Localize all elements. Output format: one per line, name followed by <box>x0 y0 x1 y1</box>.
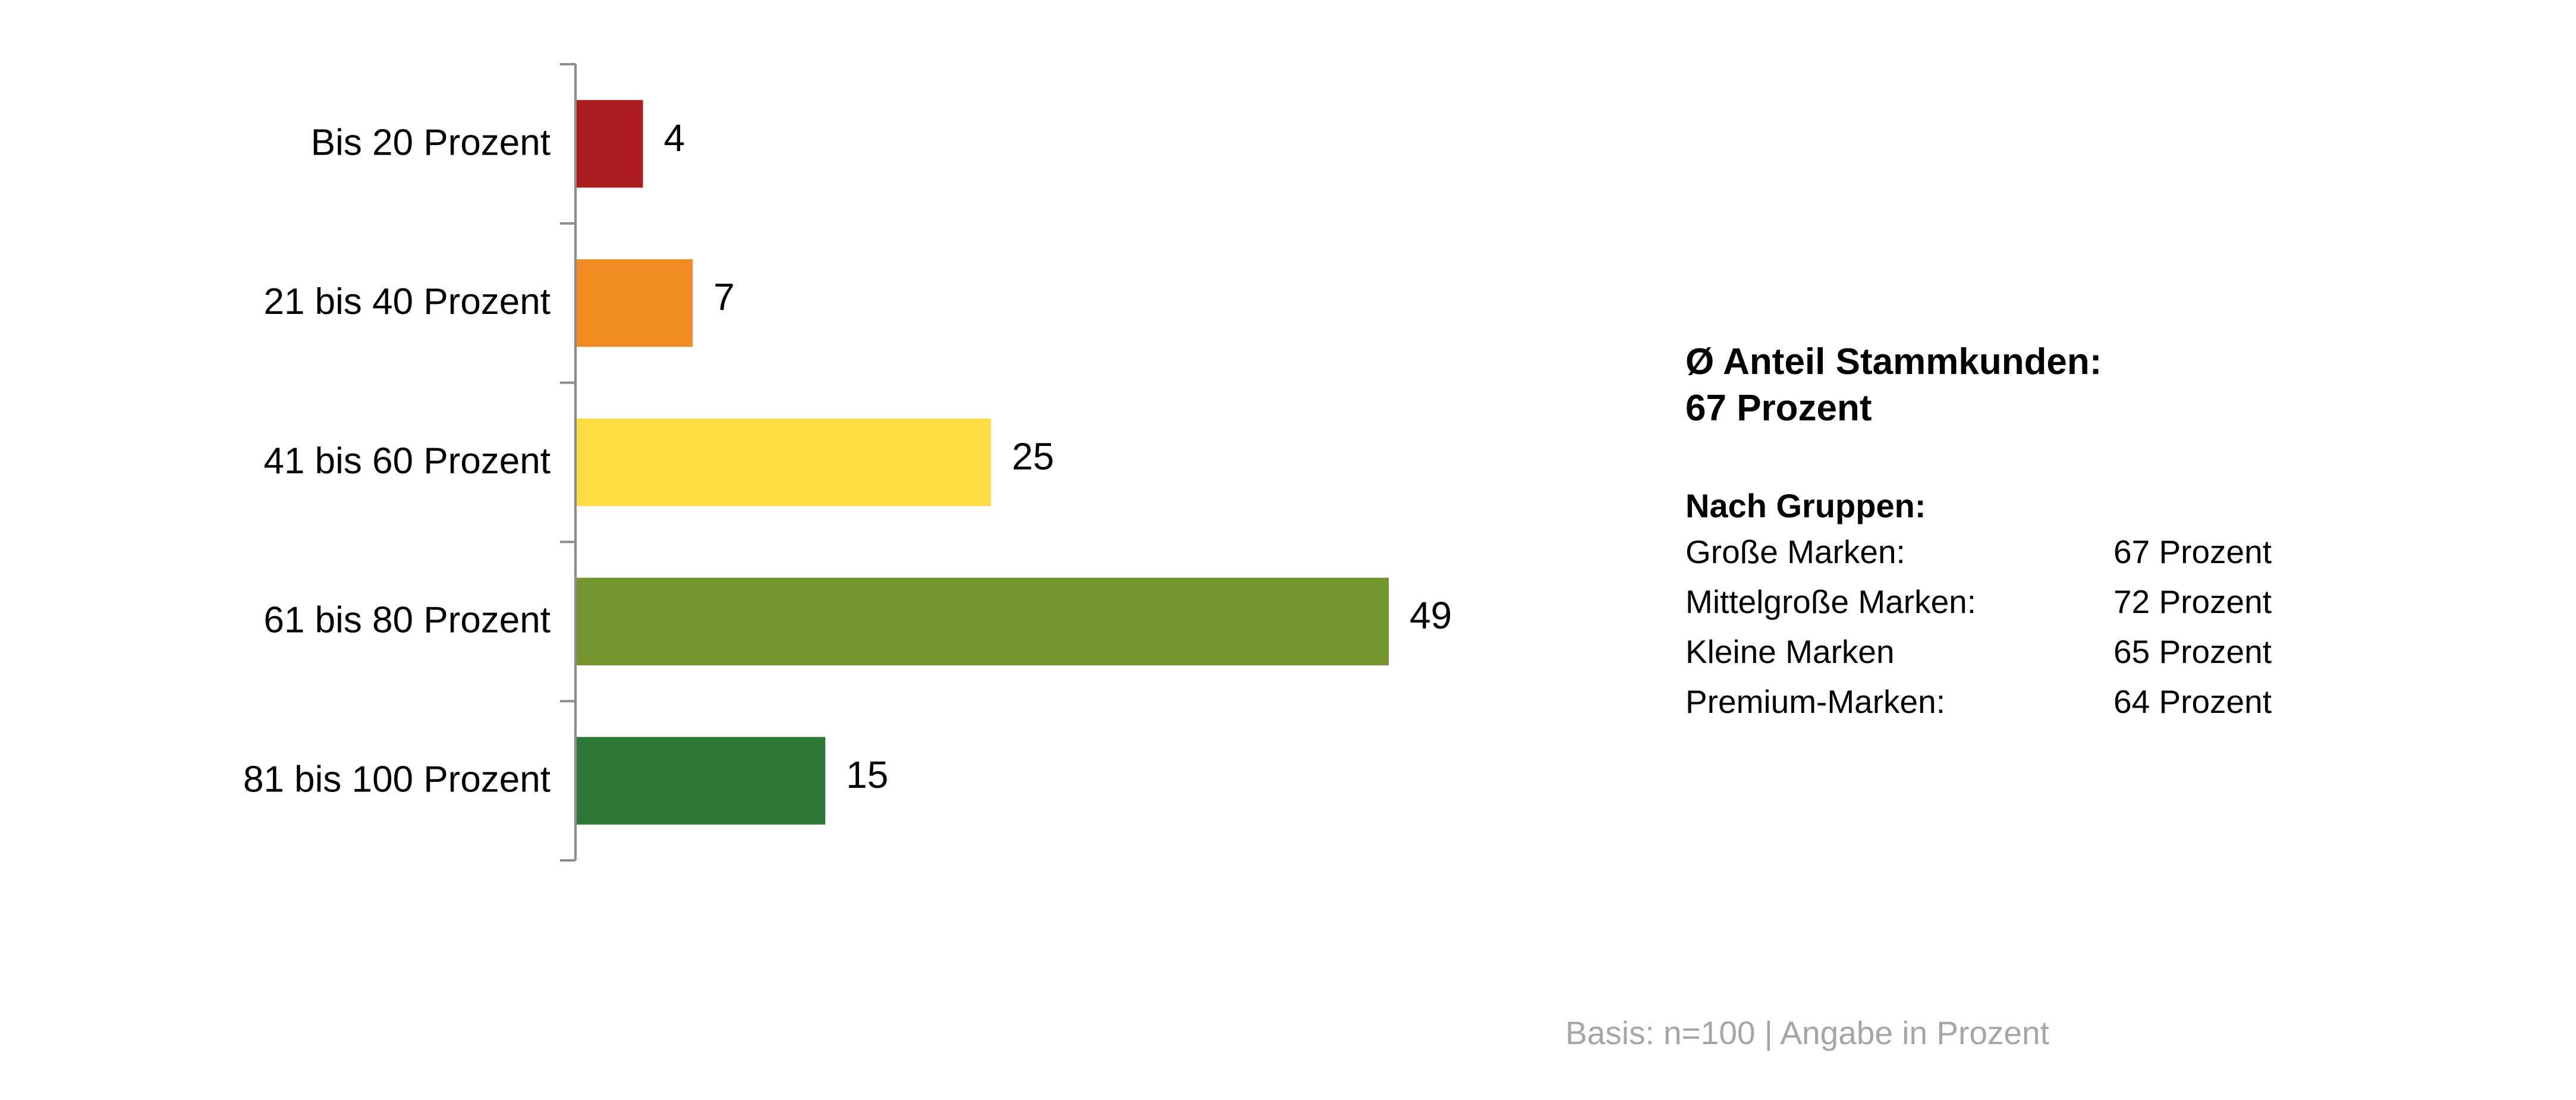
data-label: 15 <box>846 753 888 796</box>
group-value: 64 Prozent <box>2113 683 2272 720</box>
bar <box>577 577 1389 665</box>
group-label: Premium-Marken: <box>1685 683 1946 720</box>
group-row: Kleine Marken 65 Prozent <box>1685 627 2339 677</box>
group-value: 65 Prozent <box>2113 633 2272 670</box>
data-label: 7 <box>713 276 735 319</box>
category-label: 41 bis 60 Prozent <box>263 441 551 482</box>
group-value: 67 Prozent <box>2113 533 2272 570</box>
groups-heading: Nach Gruppen: <box>1685 487 1926 524</box>
category-label: 81 bis 100 Prozent <box>243 759 551 800</box>
group-label: Mittelgroße Marken: <box>1685 583 1977 620</box>
footnote: Basis: n=100 | Angabe in Prozent <box>1565 1014 2049 1051</box>
category-label: 61 bis 80 Prozent <box>263 600 551 641</box>
average-value: 67 Prozent <box>1685 388 1872 429</box>
data-label: 49 <box>1410 594 1452 637</box>
data-label: 25 <box>1012 435 1054 477</box>
category-label: Bis 20 Prozent <box>311 122 551 163</box>
data-label: 4 <box>664 117 685 159</box>
bar <box>577 737 826 825</box>
bar <box>577 418 991 507</box>
summary-panel: Ø Anteil Stammkunden: 67 Prozent Nach Gr… <box>1685 339 2339 727</box>
group-row: Große Marken: 67 Prozent <box>1685 527 2339 577</box>
category-label: 21 bis 40 Prozent <box>263 281 551 322</box>
group-row: Mittelgroße Marken: 72 Prozent <box>1685 577 2339 627</box>
group-label: Große Marken: <box>1685 533 1905 570</box>
group-value: 72 Prozent <box>2113 583 2272 620</box>
group-label: Kleine Marken <box>1685 633 1895 670</box>
groups-table: Große Marken: 67 Prozent Mittelgroße Mar… <box>1685 527 2339 727</box>
bar <box>577 100 643 188</box>
bar <box>577 259 693 347</box>
average-title: Ø Anteil Stammkunden: <box>1685 341 2102 382</box>
group-row: Premium-Marken: 64 Prozent <box>1685 677 2339 727</box>
